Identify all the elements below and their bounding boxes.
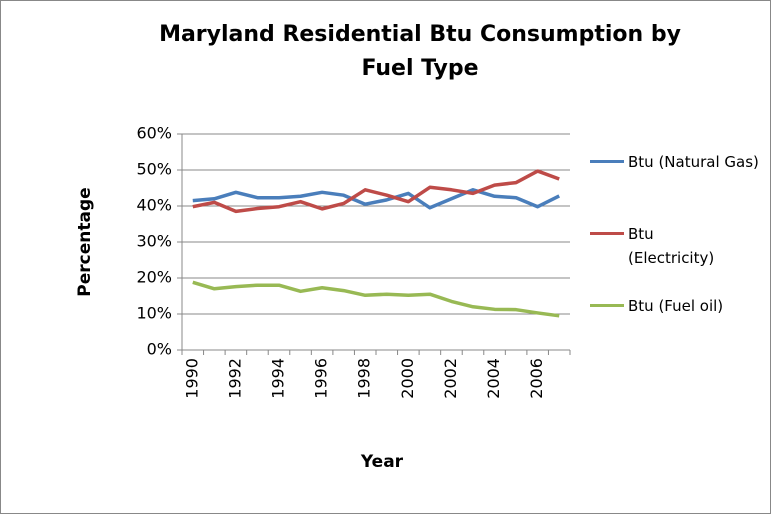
x-tick-label: 2006	[527, 358, 546, 399]
legend-label: Btu (Fuel oil)	[628, 297, 724, 315]
y-tick-label: 10%	[136, 304, 172, 323]
series-line	[192, 169, 560, 214]
y-axis-title: Percentage	[75, 187, 95, 296]
y-tick-label: 40%	[136, 196, 172, 215]
x-tick-label: 1998	[355, 358, 374, 399]
y-tick-label: 0%	[147, 340, 172, 359]
y-tick-label: 20%	[136, 268, 172, 287]
chart-title: Maryland Residential Btu Consumption by …	[159, 22, 681, 81]
x-tick-label: 2000	[398, 358, 417, 399]
legend-item: Btu (Fuel oil)	[590, 294, 771, 366]
x-tick-label: 1994	[269, 358, 288, 399]
legend-swatch	[590, 304, 624, 307]
x-tick-label: 2002	[441, 358, 460, 399]
legend-label: Btu (Electricity)	[628, 225, 715, 267]
series-line	[192, 188, 561, 210]
legend: Btu (Natural Gas) Btu (Electricity) Btu (F…	[590, 150, 771, 366]
y-tick-label: 60%	[136, 124, 172, 143]
x-tick-label: 1992	[225, 358, 244, 399]
legend-item: Btu (Natural Gas)	[590, 150, 771, 222]
y-tick-label: 30%	[136, 232, 172, 251]
legend-swatch	[590, 232, 624, 235]
x-tick-label: 1990	[182, 358, 201, 399]
legend-label: Btu (Natural Gas)	[628, 153, 759, 171]
legend-swatch	[590, 160, 624, 163]
legend-item: Btu (Electricity)	[590, 222, 771, 294]
x-tick-label: 2004	[484, 358, 503, 399]
x-tick-label: 1996	[312, 358, 331, 399]
series-line	[192, 280, 560, 318]
x-axis-title: Year	[360, 452, 404, 472]
y-tick-label: 50%	[136, 160, 172, 179]
